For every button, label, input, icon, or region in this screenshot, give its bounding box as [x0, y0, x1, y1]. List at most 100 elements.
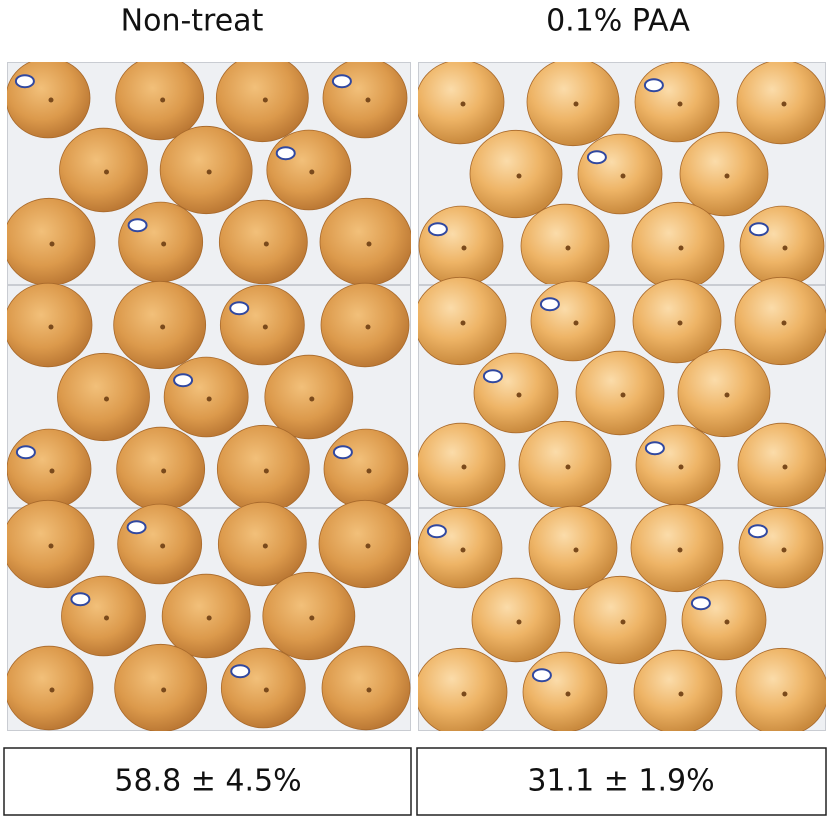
pear	[734, 276, 826, 366]
pear	[418, 422, 506, 508]
result-text: 58.8 ± 4.5%	[114, 764, 301, 799]
sticker	[531, 668, 552, 683]
sticker	[230, 664, 251, 679]
pear	[7, 499, 95, 589]
sticker	[539, 297, 560, 312]
pear	[266, 129, 352, 211]
pear-stem	[365, 97, 371, 103]
pear	[736, 62, 826, 145]
pear	[117, 503, 203, 585]
sticker	[644, 441, 665, 456]
pear	[418, 276, 507, 366]
pear-stem	[48, 543, 54, 549]
pear-stem	[565, 691, 571, 697]
sticker	[14, 74, 35, 89]
pear	[577, 133, 663, 215]
pear	[634, 62, 720, 143]
pear	[159, 125, 253, 215]
pear	[262, 571, 356, 661]
pear-stem	[49, 468, 55, 474]
pear-stem	[365, 543, 371, 549]
result-text: 31.1 ± 1.9%	[527, 764, 714, 799]
sticker	[275, 146, 296, 161]
pear	[320, 282, 410, 368]
pear	[575, 350, 665, 436]
pear	[322, 62, 408, 139]
pear	[679, 131, 769, 217]
pear	[633, 649, 723, 731]
pear-stem	[263, 687, 269, 693]
pear-stem	[460, 320, 466, 326]
pear	[7, 428, 92, 510]
pear	[530, 280, 616, 362]
pear	[739, 205, 825, 287]
panel-title: Non-treat	[121, 4, 264, 39]
pear	[264, 354, 354, 440]
pear-stem	[620, 173, 626, 179]
pear-stem	[782, 691, 788, 697]
pear	[116, 426, 206, 512]
pear	[57, 352, 150, 442]
pear	[61, 575, 146, 657]
pear	[323, 428, 409, 510]
pear-stem	[565, 464, 571, 470]
sticker	[70, 592, 91, 607]
pear-stem	[516, 173, 522, 179]
pear-stem	[104, 169, 109, 175]
pear-stem	[781, 547, 787, 553]
pear-stem	[48, 97, 54, 103]
pear	[161, 573, 251, 659]
sticker	[427, 222, 448, 237]
pear-stem	[309, 396, 315, 402]
sticker	[229, 301, 250, 316]
sticker	[747, 524, 768, 539]
pear-stem	[104, 615, 109, 621]
panel-title: 0.1% PAA	[546, 4, 690, 39]
result-box	[3, 747, 412, 816]
pear	[528, 505, 618, 591]
pear-stem	[309, 615, 315, 621]
photo	[418, 62, 826, 731]
pear-stem	[678, 464, 684, 470]
pear	[473, 352, 559, 434]
pear	[735, 647, 826, 731]
sticker	[126, 520, 147, 535]
pear-stem	[366, 468, 372, 474]
pear	[526, 62, 620, 147]
pear-stem	[573, 320, 579, 326]
pear-stem	[104, 396, 109, 402]
pear-stem	[516, 392, 522, 398]
pear	[418, 205, 504, 287]
pear-stem	[161, 687, 167, 693]
sticker	[690, 596, 711, 611]
photo	[7, 62, 411, 731]
pear-stem	[724, 392, 730, 398]
pear-stem	[782, 245, 788, 251]
pear-stem	[160, 97, 166, 103]
pear-stem	[161, 241, 167, 247]
pear	[520, 203, 610, 289]
pear-stem	[461, 245, 467, 251]
pear-stem	[620, 392, 626, 398]
sticker	[173, 373, 194, 388]
pear	[522, 651, 608, 731]
sticker	[15, 445, 36, 460]
pear	[7, 645, 94, 731]
pear	[219, 284, 305, 366]
pear	[418, 647, 508, 731]
sticker	[586, 150, 607, 165]
pear	[632, 278, 722, 364]
pear	[7, 282, 93, 368]
pear	[469, 129, 563, 219]
pear	[115, 62, 205, 141]
pear	[518, 420, 612, 510]
pear-stem	[48, 324, 54, 330]
pear-stem	[206, 396, 212, 402]
pear	[630, 503, 724, 593]
pear	[113, 280, 207, 370]
pear-stem	[160, 543, 166, 549]
pear-stem	[781, 320, 787, 326]
pear	[471, 577, 561, 663]
